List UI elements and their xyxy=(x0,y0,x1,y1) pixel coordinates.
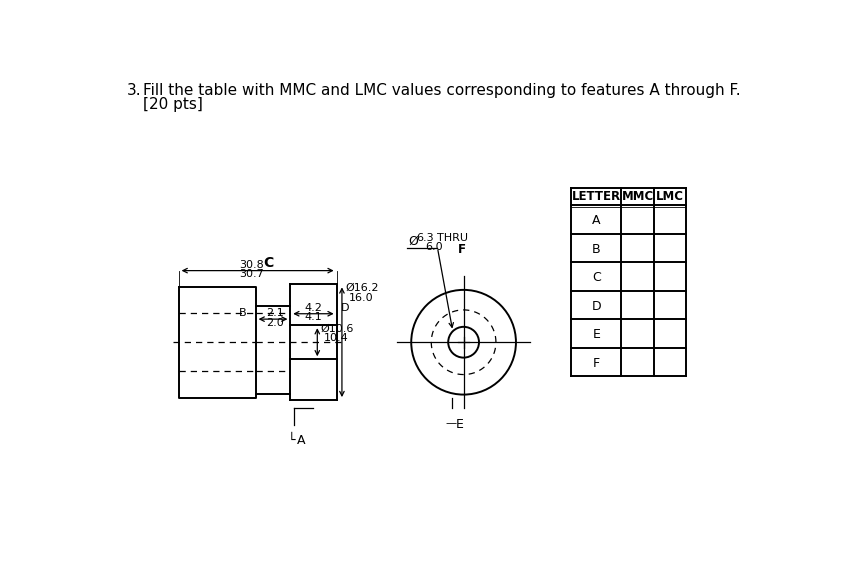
Text: C: C xyxy=(592,272,601,285)
Text: Ø: Ø xyxy=(408,234,418,247)
Text: B: B xyxy=(592,243,601,256)
Text: MMC: MMC xyxy=(621,190,654,203)
Text: A: A xyxy=(592,215,601,227)
Text: 6.3: 6.3 xyxy=(416,233,433,243)
Text: E: E xyxy=(456,418,464,430)
Text: D: D xyxy=(341,303,349,313)
Text: F: F xyxy=(593,357,600,370)
Text: D: D xyxy=(592,300,601,313)
Text: LMC: LMC xyxy=(656,190,684,203)
Text: E: E xyxy=(593,328,601,342)
Text: 3.: 3. xyxy=(126,83,141,98)
Text: 10.4: 10.4 xyxy=(324,333,349,343)
Text: 30.7: 30.7 xyxy=(239,269,264,279)
Text: Ø10.6: Ø10.6 xyxy=(320,324,353,333)
Text: Ø16.2: Ø16.2 xyxy=(345,283,378,293)
Text: 2.0: 2.0 xyxy=(266,317,283,328)
Text: └: └ xyxy=(287,434,295,447)
Text: —: — xyxy=(445,418,456,428)
Text: 30.8: 30.8 xyxy=(239,260,264,270)
Text: 4.1: 4.1 xyxy=(305,312,323,322)
Text: F: F xyxy=(457,243,465,256)
Text: 4.2: 4.2 xyxy=(305,303,323,313)
Text: THRU: THRU xyxy=(438,233,468,243)
Text: C: C xyxy=(263,256,274,270)
Text: 2.1: 2.1 xyxy=(266,308,283,319)
Text: 6.0: 6.0 xyxy=(425,242,443,252)
Text: B: B xyxy=(239,308,246,319)
Text: Fill the table with MMC and LMC values corresponding to features A through F.: Fill the table with MMC and LMC values c… xyxy=(143,83,741,98)
Text: [20 pts]: [20 pts] xyxy=(143,96,203,111)
Text: A: A xyxy=(297,434,305,447)
Text: 16.0: 16.0 xyxy=(349,293,373,303)
Text: LETTER: LETTER xyxy=(572,190,621,203)
